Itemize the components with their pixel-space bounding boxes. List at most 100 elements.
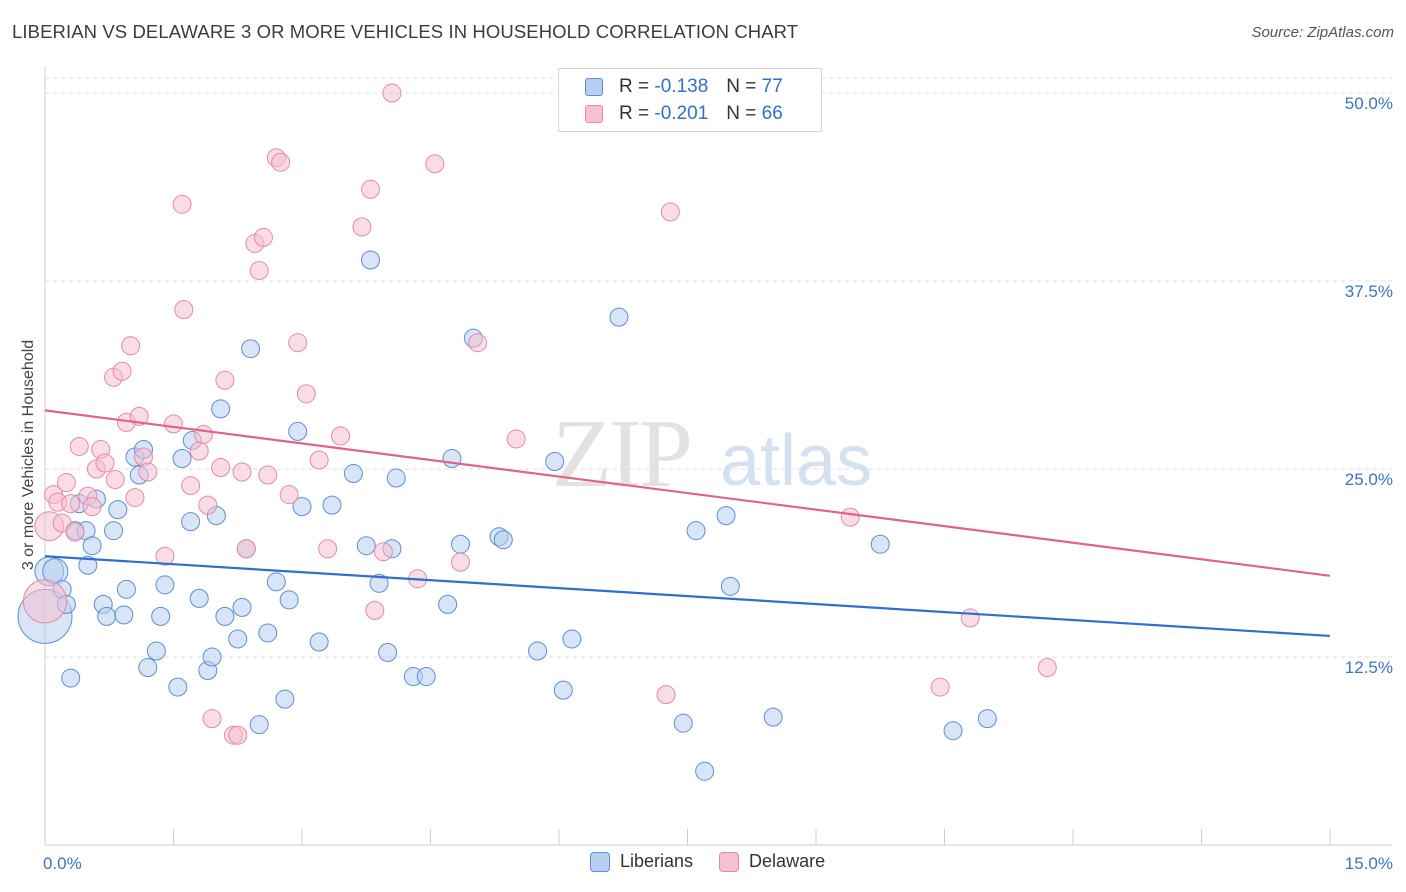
liberian-point: [241, 339, 261, 359]
liberian-point: [369, 573, 389, 593]
legend-swatch-blue: [590, 851, 610, 872]
correlation-legend: R = -0.138 N = 77 R = -0.201 N = 66: [558, 68, 822, 132]
delaware-point: [1037, 658, 1057, 678]
liberian-point: [322, 495, 342, 515]
legend-item-delaware: Delaware: [719, 851, 825, 872]
delaware-point: [211, 458, 231, 478]
delaware-point: [930, 677, 950, 697]
liberian-point: [562, 629, 582, 649]
legend-n-value: 66: [761, 103, 783, 124]
delaware-point: [258, 465, 278, 485]
delaware-point: [352, 217, 372, 237]
liberian-point: [416, 667, 436, 687]
liberian-point: [442, 448, 462, 468]
liberian-point: [155, 575, 175, 595]
liberian-point: [116, 579, 136, 599]
delaware-point: [164, 414, 183, 434]
legend-r-label: R =: [619, 76, 650, 97]
liberian-point: [61, 668, 81, 688]
legend-swatch-pink: [719, 851, 740, 872]
delaware-point: [174, 300, 194, 320]
liberian-point: [450, 534, 470, 554]
liberian-point: [977, 709, 997, 729]
delaware-point: [138, 462, 158, 482]
delaware-point: [382, 83, 402, 103]
legend-n-label: N =: [726, 103, 757, 124]
liberian-point: [78, 555, 98, 575]
liberian-point: [82, 536, 102, 556]
legend-r-value: -0.138: [654, 76, 709, 97]
delaware-point: [236, 539, 256, 559]
delaware-point: [95, 453, 115, 473]
liberian-point: [275, 689, 295, 709]
delaware-point: [660, 202, 680, 222]
liberian-point: [211, 399, 231, 419]
delaware-point: [331, 426, 351, 446]
delaware-point: [506, 429, 526, 449]
liberian-trend-line: [44, 555, 1331, 638]
x-tick-label: 0.0%: [43, 854, 82, 873]
liberian-point: [146, 641, 166, 661]
delaware-point: [121, 336, 141, 356]
liberian-point: [108, 500, 128, 520]
delaware-point: [189, 441, 209, 461]
legend-n-value: 77: [761, 76, 783, 97]
delaware-point: [69, 436, 89, 456]
delaware-point: [288, 333, 308, 353]
delaware-point: [172, 194, 192, 214]
liberian-point: [292, 497, 312, 517]
liberian-point: [386, 468, 406, 488]
delaware-point: [56, 473, 76, 493]
delaware-point: [228, 725, 248, 745]
x-tick-label: 15.0%: [1345, 854, 1393, 873]
liberian-point: [172, 448, 192, 468]
liberian-point: [378, 642, 398, 662]
liberian-point: [266, 572, 286, 592]
delaware-point: [271, 152, 291, 172]
delaware-point: [193, 424, 213, 444]
delaware-point: [656, 685, 676, 705]
delaware-point: [279, 485, 299, 505]
delaware-point: [155, 546, 175, 566]
delaware-trend-line: [44, 409, 1331, 577]
legend-r-label: R =: [619, 103, 650, 124]
source-credit: Source: ZipAtlas.com: [1251, 24, 1394, 41]
liberian-point: [438, 594, 458, 614]
delaware-point: [296, 384, 316, 404]
legend-r-value: -0.201: [654, 103, 709, 124]
liberian-point: [716, 506, 736, 526]
y-tick-label: 25.0%: [1345, 470, 1393, 489]
liberian-point: [720, 576, 740, 596]
legend-label-delaware: Delaware: [749, 851, 826, 871]
liberian-point: [695, 761, 715, 781]
delaware-point: [82, 497, 102, 517]
liberian-point: [202, 647, 222, 667]
delaware-point: [309, 450, 329, 470]
delaware-point: [960, 608, 980, 628]
liberian-point: [258, 623, 278, 643]
delaware-point: [105, 470, 125, 490]
liberian-point: [686, 521, 706, 541]
liberian-point: [138, 658, 158, 678]
liberian-point: [97, 606, 117, 626]
liberian-point: [553, 680, 573, 700]
liberian-point: [288, 421, 308, 441]
liberian-point: [943, 721, 963, 741]
legend-swatch-pink: [585, 105, 603, 123]
delaware-point: [373, 542, 393, 562]
liberian-point: [181, 512, 201, 532]
liberian-point: [228, 629, 248, 649]
legend-n-label: N =: [726, 76, 757, 97]
watermark-atlas: atlas: [720, 421, 873, 501]
delaware-point: [215, 370, 235, 390]
delaware-point: [450, 552, 470, 572]
legend-swatch-blue: [585, 78, 603, 96]
delaware-point: [112, 361, 132, 381]
delaware-point: [318, 539, 338, 559]
liberian-point: [870, 534, 890, 554]
liberian-point: [309, 632, 329, 652]
liberian-point: [545, 452, 565, 471]
delaware-point: [840, 507, 860, 527]
delaware-point: [125, 488, 145, 508]
